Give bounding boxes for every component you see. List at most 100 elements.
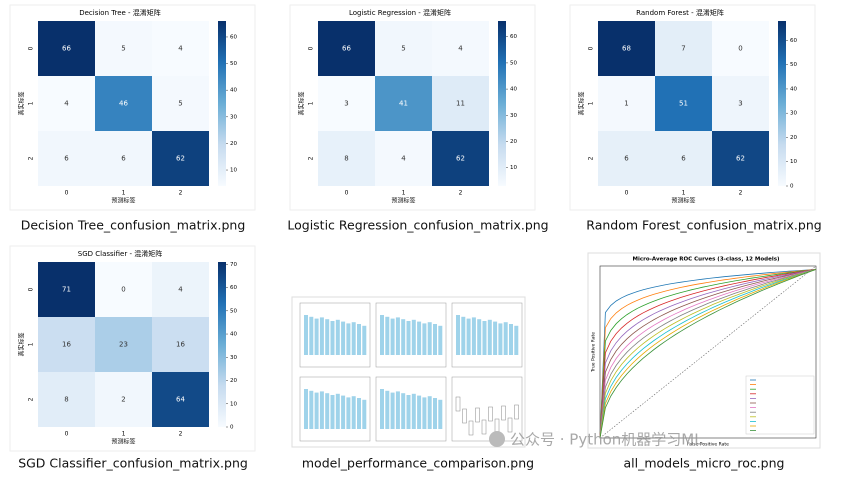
colorbar-tick-label: 50 [230,61,237,67]
y-tick-label: 1 [588,101,595,105]
cell [38,262,95,317]
bar [401,319,406,355]
bar [427,396,432,429]
file-name[interactable]: all_models_micro_roc.png [624,456,785,471]
bar [482,321,487,355]
cell [95,372,152,427]
diagonal [599,265,817,439]
cell [152,21,209,76]
cell-value: 71 [62,286,71,294]
colorbar [778,21,786,186]
y-tick-label: 1 [308,101,315,105]
bar [314,392,319,429]
bar [406,321,411,355]
cell [95,21,152,76]
cell-value: 11 [456,100,465,108]
bar [330,321,335,355]
cell [95,131,152,186]
x-axis-label: 预测标签 [111,438,135,446]
cell-value: 1 [624,100,628,108]
cell [95,317,152,372]
bar [422,323,427,355]
bar [346,397,351,429]
file-name[interactable]: Logistic Regression_confusion_matrix.png [287,218,548,233]
box [462,408,467,424]
chart-title: Logistic Regression - 混淆矩阵 [349,8,451,17]
cell-value: 6 [64,155,69,163]
bar [433,398,437,429]
roc-curve [599,269,817,439]
roc-curve [599,269,817,439]
cell-value: 6 [681,155,686,163]
cell [598,131,655,186]
bar [309,390,314,429]
colorbar-tick-label: 40 [230,88,237,94]
y-tick-label: 1 [28,101,35,105]
x-tick-label: 0 [345,190,349,197]
bar [411,319,416,355]
cell-value: 2 [121,396,125,404]
file-name[interactable]: Decision Tree_confusion_matrix.png [21,218,246,233]
bar [395,317,400,355]
cell [655,76,712,131]
bar [487,319,492,355]
bar [325,393,330,429]
cell-value: 3 [344,100,348,108]
cell-value: 0 [121,286,125,294]
bar [330,395,335,429]
cell-value: 51 [679,100,688,108]
watermark-icon [489,431,505,447]
cell-value: 8 [344,155,348,163]
bar [304,315,308,355]
cell [432,131,489,186]
bar [493,321,498,355]
x-tick-label: 2 [739,190,743,197]
file-name[interactable]: Random Forest_confusion_matrix.png [586,218,821,233]
cell-value: 5 [401,45,405,53]
colorbar-tick-label: 10 [510,165,517,171]
cell [152,131,209,186]
colorbar [218,21,226,186]
bar [401,393,406,429]
y-axis-label: 真实标签 [18,332,26,356]
bar [477,319,482,355]
file-name[interactable]: SGD Classifier_confusion_matrix.png [18,456,248,471]
colorbar-tick-label: 0 [790,184,794,190]
x-axis-label: False Positive Rate [687,442,729,448]
cell-value: 23 [119,341,128,349]
bar [417,321,422,355]
bar [351,322,356,355]
cell [375,76,432,131]
cell [598,76,655,131]
colorbar-tick-label: 10 [790,159,797,165]
box [455,396,461,412]
y-tick-label: 0 [28,46,35,50]
cell [318,21,375,76]
x-tick-label: 1 [122,431,126,438]
file-name[interactable]: model_performance_comparison.png [302,456,534,471]
bar [438,325,443,355]
y-tick-label: 0 [28,287,35,291]
colorbar-tick-label: 70 [230,262,237,268]
y-tick-label: 2 [28,397,35,401]
cell-value: 16 [176,341,185,349]
bar [380,315,384,355]
bar [314,318,319,355]
cell-value: 68 [622,45,631,53]
x-axis-label: 预测标签 [671,197,695,205]
cell [655,131,712,186]
colorbar-tick-label: 50 [790,62,797,68]
cell [598,21,655,76]
bar [335,393,340,429]
bar [406,395,411,429]
y-tick-label: 1 [28,342,35,346]
cell [152,372,209,427]
cell-value: 41 [399,100,408,108]
colorbar [498,21,506,186]
cell [712,21,769,76]
bar [417,395,422,429]
bar [319,317,324,355]
colorbar-tick-label: 60 [790,38,797,44]
x-tick-label: 1 [682,190,686,197]
cell-value: 3 [738,100,742,108]
